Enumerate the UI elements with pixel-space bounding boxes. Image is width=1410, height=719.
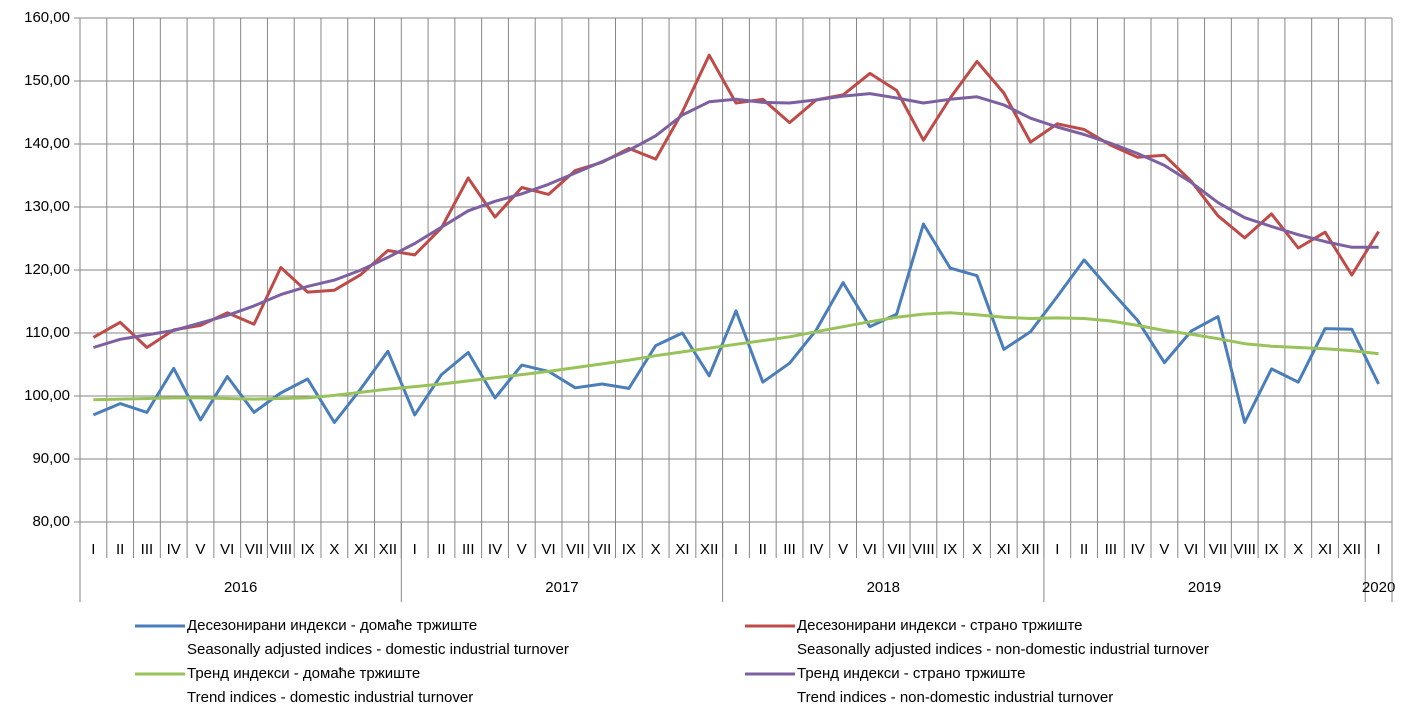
x-tick-label: IX [300,541,314,558]
group-label: 2020 [1362,579,1395,596]
y-tick-label: 120,00 [24,261,70,278]
x-tick-label: V [195,541,205,558]
x-tick-label: III [1105,541,1118,558]
x-tick-label: II [116,541,124,558]
x-tick-label: X [329,541,339,558]
x-tick-label: V [838,541,848,558]
x-tick-label: IV [488,541,502,558]
x-tick-label: VII [566,541,584,558]
x-tick-label: XI [354,541,368,558]
y-tick-label: 150,00 [24,72,70,89]
legend-label-en: Trend indices - domestic industrial turn… [187,689,473,706]
x-tick-label: II [759,541,767,558]
x-tick-label: IV [1131,541,1145,558]
y-tick-label: 100,00 [24,387,70,404]
x-tick-label: VI [863,541,877,558]
x-tick-label: VI [1184,541,1198,558]
x-tick-label: II [437,541,445,558]
legend-label: Тренд индекси - домаће тржиште [187,665,420,682]
group-label: 2016 [224,579,257,596]
legend-label-en: Seasonally adjusted indices - non-domest… [797,641,1209,658]
series-line [92,53,1380,349]
legend-label: Десезонирани индекси - домаће тржиште [187,617,477,634]
y-tick-label: 160,00 [24,9,70,26]
series-line [92,92,1379,349]
x-tick-label: VII [593,541,611,558]
series-line [92,222,1380,424]
y-tick-label: 130,00 [24,198,70,215]
x-tick-label: III [783,541,796,558]
x-tick-label: IV [167,541,181,558]
x-tick-label: XII [1021,541,1039,558]
legend-label-en: Seasonally adjusted indices - domestic i… [187,641,569,658]
x-tick-label: XII [700,541,718,558]
x-tick-label: VIII [912,541,935,558]
x-tick-label: IX [1264,541,1278,558]
x-tick-label: XI [997,541,1011,558]
x-tick-label: X [972,541,982,558]
y-tick-label: 140,00 [24,135,70,152]
x-tick-label: V [517,541,527,558]
legend-label: Десезонирани индекси - страно тржиште [797,617,1083,634]
x-tick-label: XI [1318,541,1332,558]
x-tick-label: XII [379,541,397,558]
x-tick-label: III [462,541,475,558]
group-label: 2019 [1188,579,1221,596]
x-tick-label: XI [675,541,689,558]
x-tick-label: VI [541,541,555,558]
x-tick-label: III [141,541,154,558]
legend-label: Тренд индекси - страно тржиште [797,665,1025,682]
x-tick-label: IX [943,541,957,558]
y-tick-label: 110,00 [25,324,70,341]
y-tick-label: 90,00 [32,450,70,467]
x-tick-label: I [91,541,95,558]
x-tick-label: VIII [1233,541,1256,558]
x-tick-label: VII [1209,541,1227,558]
x-tick-label: VI [220,541,234,558]
x-tick-label: IV [809,541,823,558]
group-label: 2018 [867,579,900,596]
x-tick-label: X [651,541,661,558]
x-tick-label: I [734,541,738,558]
x-tick-label: XII [1343,541,1361,558]
group-label: 2017 [545,579,578,596]
y-tick-label: 80,00 [32,513,70,530]
x-tick-label: I [413,541,417,558]
x-tick-label: II [1080,541,1088,558]
x-tick-label: V [1159,541,1169,558]
x-tick-label: IX [622,541,636,558]
series-line [93,311,1379,402]
legend-label-en: Trend indices - non-domestic industrial … [797,689,1113,706]
x-tick-label: I [1377,541,1381,558]
x-tick-label: I [1055,541,1059,558]
x-tick-label: VII [887,541,905,558]
x-tick-label: X [1293,541,1303,558]
x-tick-label: VIII [270,541,293,558]
x-tick-label: VII [245,541,263,558]
